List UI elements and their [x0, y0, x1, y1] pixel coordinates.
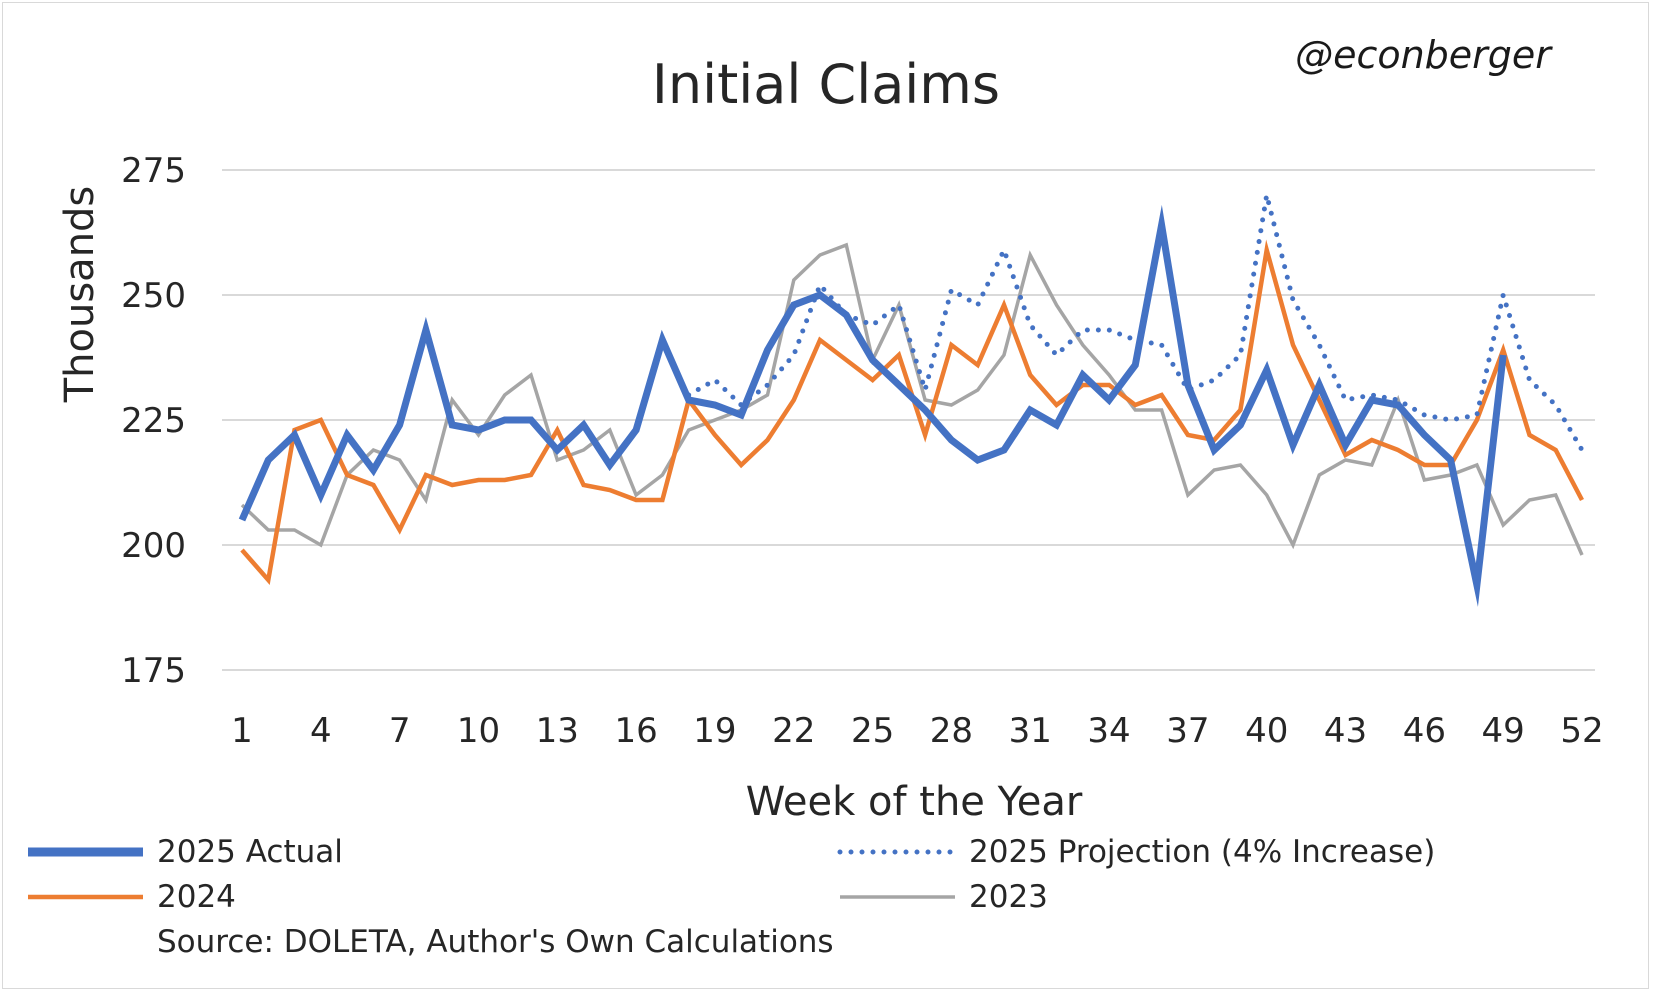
series-lines — [238, 182, 1585, 607]
y-tick-label: 200 — [121, 526, 186, 566]
y-axis-label: Thousands — [57, 186, 103, 404]
legend-item-2025-actual: 2025 Actual — [28, 834, 343, 870]
x-axis-label: Week of the Year — [746, 779, 1083, 825]
series-line-2025-actual — [238, 204, 1507, 607]
x-tick-labels: 1 4 7 10 13 16 19 22 25 28 31 34 37 40 43 46 49 52 — [231, 711, 1603, 751]
series-line-2024 — [240, 239, 1584, 586]
x-tick-label: 4 — [310, 711, 332, 751]
y-tick-label: 175 — [121, 651, 186, 691]
x-tick-label: 34 — [1087, 711, 1130, 751]
legend-label: 2024 — [157, 879, 236, 915]
x-tick-label: 31 — [1009, 711, 1052, 751]
x-tick-label: 16 — [614, 711, 657, 751]
author-handle: @econberger — [1295, 33, 1553, 77]
x-tick-label: 19 — [693, 711, 736, 751]
legend: 2025 Actual 2025 Projection (4% Increase)… — [28, 834, 1435, 915]
x-tick-label: 52 — [1560, 711, 1603, 751]
x-tick-label: 1 — [231, 711, 253, 751]
x-tick-label: 22 — [772, 711, 815, 751]
y-tick-label: 225 — [121, 401, 186, 441]
legend-label: 2025 Projection (4% Increase) — [969, 834, 1435, 870]
x-tick-label: 25 — [851, 711, 894, 751]
source-note: Source: DOLETA, Author's Own Calculation… — [157, 924, 834, 960]
chart-title: Initial Claims — [652, 53, 1000, 116]
x-tick-label: 13 — [536, 711, 579, 751]
y-tick-label: 250 — [121, 276, 186, 316]
x-tick-label: 37 — [1166, 711, 1209, 751]
legend-label: 2023 — [969, 879, 1048, 915]
legend-item-2023: 2023 — [840, 879, 1048, 915]
legend-item-2024: 2024 — [28, 879, 236, 915]
x-tick-label: 10 — [457, 711, 500, 751]
x-tick-label: 46 — [1403, 711, 1446, 751]
x-tick-label: 7 — [389, 711, 411, 751]
x-tick-label: 49 — [1482, 711, 1525, 751]
legend-label: 2025 Actual — [157, 834, 343, 870]
y-tick-label: 275 — [121, 151, 186, 191]
x-tick-label: 43 — [1324, 711, 1367, 751]
y-tick-labels: 175 200 225 250 275 — [121, 151, 186, 691]
x-tick-label: 40 — [1245, 711, 1288, 751]
x-tick-label: 28 — [930, 711, 973, 751]
legend-item-2025-projection-4-increase: 2025 Projection (4% Increase) — [837, 834, 1435, 870]
